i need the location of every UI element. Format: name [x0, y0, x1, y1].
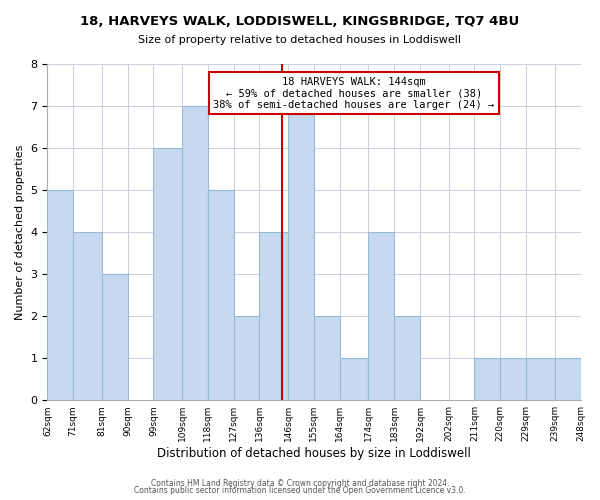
Bar: [208, 190, 234, 400]
Bar: [73, 232, 102, 400]
Text: Size of property relative to detached houses in Loddiswell: Size of property relative to detached ho…: [139, 35, 461, 45]
Bar: [475, 358, 500, 400]
Bar: [340, 358, 368, 400]
Bar: [368, 232, 394, 400]
Bar: [555, 358, 581, 400]
Bar: [234, 316, 259, 400]
Bar: [288, 106, 314, 400]
Text: 18, HARVEYS WALK, LODDISWELL, KINGSBRIDGE, TQ7 4BU: 18, HARVEYS WALK, LODDISWELL, KINGSBRIDG…: [80, 15, 520, 28]
Bar: [154, 148, 182, 400]
Bar: [182, 106, 208, 400]
Y-axis label: Number of detached properties: Number of detached properties: [15, 144, 25, 320]
Bar: [394, 316, 420, 400]
Bar: [47, 190, 73, 400]
Text: 18 HARVEYS WALK: 144sqm
← 59% of detached houses are smaller (38)
38% of semi-de: 18 HARVEYS WALK: 144sqm ← 59% of detache…: [214, 76, 495, 110]
Text: Contains HM Land Registry data © Crown copyright and database right 2024.: Contains HM Land Registry data © Crown c…: [151, 478, 449, 488]
Text: Contains public sector information licensed under the Open Government Licence v3: Contains public sector information licen…: [134, 486, 466, 495]
Bar: [526, 358, 555, 400]
Bar: [102, 274, 128, 400]
Bar: [314, 316, 340, 400]
Bar: [259, 232, 288, 400]
Bar: [500, 358, 526, 400]
X-axis label: Distribution of detached houses by size in Loddiswell: Distribution of detached houses by size …: [157, 447, 471, 460]
